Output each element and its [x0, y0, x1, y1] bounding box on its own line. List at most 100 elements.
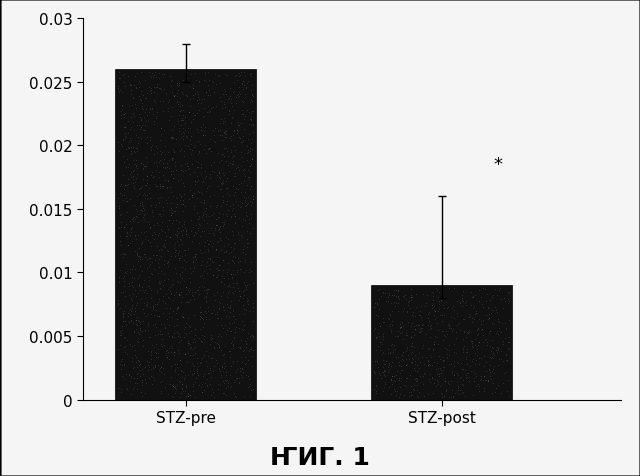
- Point: [238, 347, 248, 355]
- Point: [172, 309, 182, 317]
- Point: [238, 137, 248, 145]
- Point: [239, 217, 250, 225]
- Point: [396, 377, 406, 385]
- Point: [443, 321, 453, 328]
- Point: [185, 137, 195, 144]
- Point: [235, 135, 245, 143]
- Point: [212, 254, 222, 261]
- Point: [228, 160, 238, 168]
- Point: [228, 284, 238, 291]
- Point: [114, 148, 124, 155]
- Point: [129, 375, 139, 382]
- Point: [127, 215, 137, 223]
- Point: [115, 87, 125, 95]
- Point: [452, 310, 462, 317]
- Point: [486, 354, 497, 362]
- Point: [236, 203, 246, 211]
- Point: [370, 370, 380, 377]
- Point: [431, 382, 442, 390]
- Point: [125, 341, 135, 348]
- Point: [148, 84, 159, 92]
- Point: [228, 143, 239, 151]
- Point: [206, 105, 216, 113]
- Point: [201, 173, 211, 180]
- Point: [233, 284, 243, 292]
- Point: [134, 287, 145, 295]
- Point: [211, 246, 221, 254]
- Point: [135, 185, 145, 192]
- Point: [245, 230, 255, 238]
- Point: [468, 356, 478, 363]
- Point: [145, 224, 155, 232]
- Point: [120, 269, 130, 277]
- Point: [150, 348, 160, 356]
- Point: [118, 374, 128, 381]
- Point: [237, 374, 247, 381]
- Point: [436, 389, 446, 397]
- Point: [115, 267, 125, 275]
- Point: [449, 285, 459, 293]
- Point: [195, 247, 205, 254]
- Point: [205, 108, 215, 116]
- Point: [204, 145, 214, 152]
- Bar: [115, 70, 256, 400]
- Point: [374, 333, 384, 340]
- Point: [205, 145, 215, 153]
- Point: [460, 342, 470, 350]
- Point: [452, 378, 463, 386]
- Point: [141, 302, 151, 309]
- Point: [497, 337, 508, 345]
- Point: [239, 325, 250, 333]
- Point: [194, 290, 204, 298]
- Point: [136, 69, 146, 76]
- Point: [380, 360, 390, 367]
- Point: [151, 307, 161, 314]
- Point: [152, 195, 163, 203]
- Point: [173, 242, 184, 249]
- Point: [219, 145, 229, 153]
- Point: [127, 111, 138, 119]
- Point: [385, 312, 395, 319]
- Point: [153, 270, 163, 278]
- Point: [190, 393, 200, 400]
- Point: [198, 274, 209, 282]
- Point: [166, 113, 176, 120]
- Point: [193, 177, 203, 184]
- Point: [125, 81, 136, 89]
- Point: [422, 321, 433, 329]
- Point: [224, 324, 234, 332]
- Point: [231, 198, 241, 205]
- Point: [248, 308, 259, 316]
- Point: [122, 176, 132, 184]
- Point: [132, 321, 142, 329]
- Point: [371, 347, 381, 354]
- Point: [379, 366, 389, 374]
- Point: [168, 380, 179, 388]
- Point: [138, 287, 148, 295]
- Point: [207, 386, 217, 393]
- Point: [424, 308, 435, 316]
- Point: [246, 122, 257, 129]
- Point: [469, 374, 479, 382]
- Point: [173, 190, 184, 198]
- Point: [154, 255, 164, 263]
- Point: [148, 252, 158, 260]
- Point: [158, 183, 168, 190]
- Point: [189, 263, 200, 270]
- Point: [219, 218, 229, 226]
- Point: [113, 346, 124, 354]
- Point: [151, 115, 161, 123]
- Point: [372, 301, 382, 308]
- Point: [214, 169, 224, 177]
- Point: [419, 361, 429, 368]
- Point: [164, 310, 174, 317]
- Point: [125, 126, 135, 133]
- Point: [407, 340, 417, 347]
- Point: [129, 184, 139, 192]
- Point: [173, 251, 184, 259]
- Point: [130, 160, 140, 168]
- Point: [397, 356, 408, 364]
- Point: [123, 242, 133, 249]
- Point: [127, 304, 138, 312]
- Point: [191, 370, 202, 377]
